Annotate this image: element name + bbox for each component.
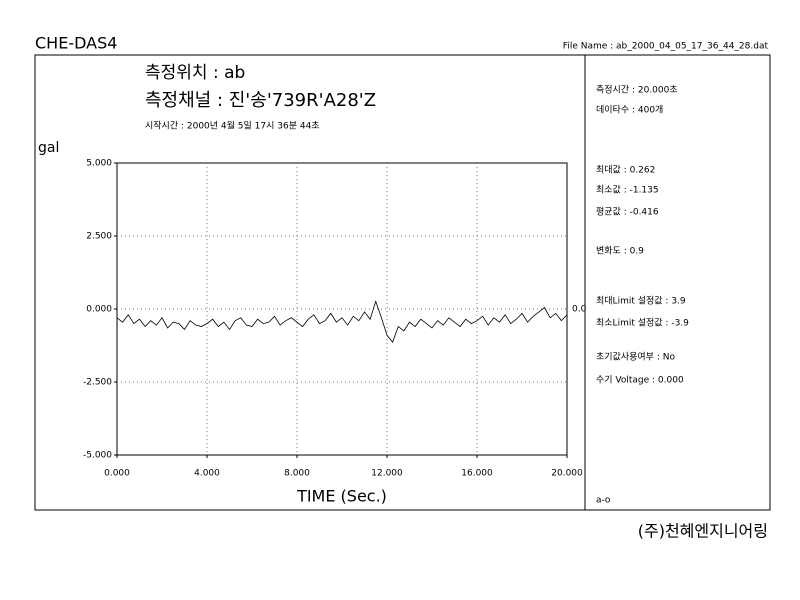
info-line: 변화도 : 0.9: [596, 246, 644, 257]
info-frame: [584, 54, 771, 511]
info-code: a-o: [596, 496, 611, 506]
info-line: 최소값 : -1.135: [596, 184, 659, 196]
y-tick-label: -5.000: [83, 451, 112, 461]
info-line: 최대Limit 설정값 : 3.9: [596, 295, 686, 307]
info-line: 최대값 : 0.262: [596, 164, 655, 176]
x-tick-label: 0.000: [104, 469, 130, 479]
y-tick-label: 0.000: [86, 305, 112, 315]
x-tick-label: 20.000: [551, 469, 583, 479]
info-line: 최소Limit 설정값 : -3.9: [596, 317, 689, 329]
location: 측정위치 : ab: [145, 63, 245, 83]
info-line: 데이타수 : 400개: [596, 105, 663, 116]
y-tick-label: 2.500: [86, 232, 112, 242]
x-tick-label: 12.000: [371, 469, 403, 479]
y-tick-label: 5.000: [86, 159, 112, 169]
info-line: 초기값사용여부 : No: [596, 351, 675, 363]
x-tick-label: 4.000: [194, 469, 220, 479]
x-axis-label: TIME (Sec.): [296, 487, 387, 506]
y-tick-label: -2.500: [83, 378, 112, 388]
info-line: 측정시간 : 20.000초: [596, 85, 678, 96]
start-time: 시작시간 : 2000년 4월 5일 17시 36분 44초: [145, 120, 320, 132]
x-tick-label: 8.000: [284, 469, 310, 479]
data-line: [116, 300, 568, 343]
channel: 측정채널 : 진'송'739R'A28'Z: [145, 90, 376, 111]
footer: (주)천혜엔지니어링: [638, 522, 768, 541]
info-line: 평균값 : -0.416: [596, 206, 659, 218]
x-tick-label: 16.000: [461, 469, 493, 479]
info-line: 수기 Voltage : 0.000: [596, 375, 684, 386]
app-title: CHE-DAS4: [35, 34, 117, 53]
y-axis-label: gal: [38, 140, 59, 156]
file-name: File Name : ab_2000_04_05_17_36_44_28.da…: [563, 42, 769, 52]
zero-label: 0.0: [572, 305, 587, 315]
